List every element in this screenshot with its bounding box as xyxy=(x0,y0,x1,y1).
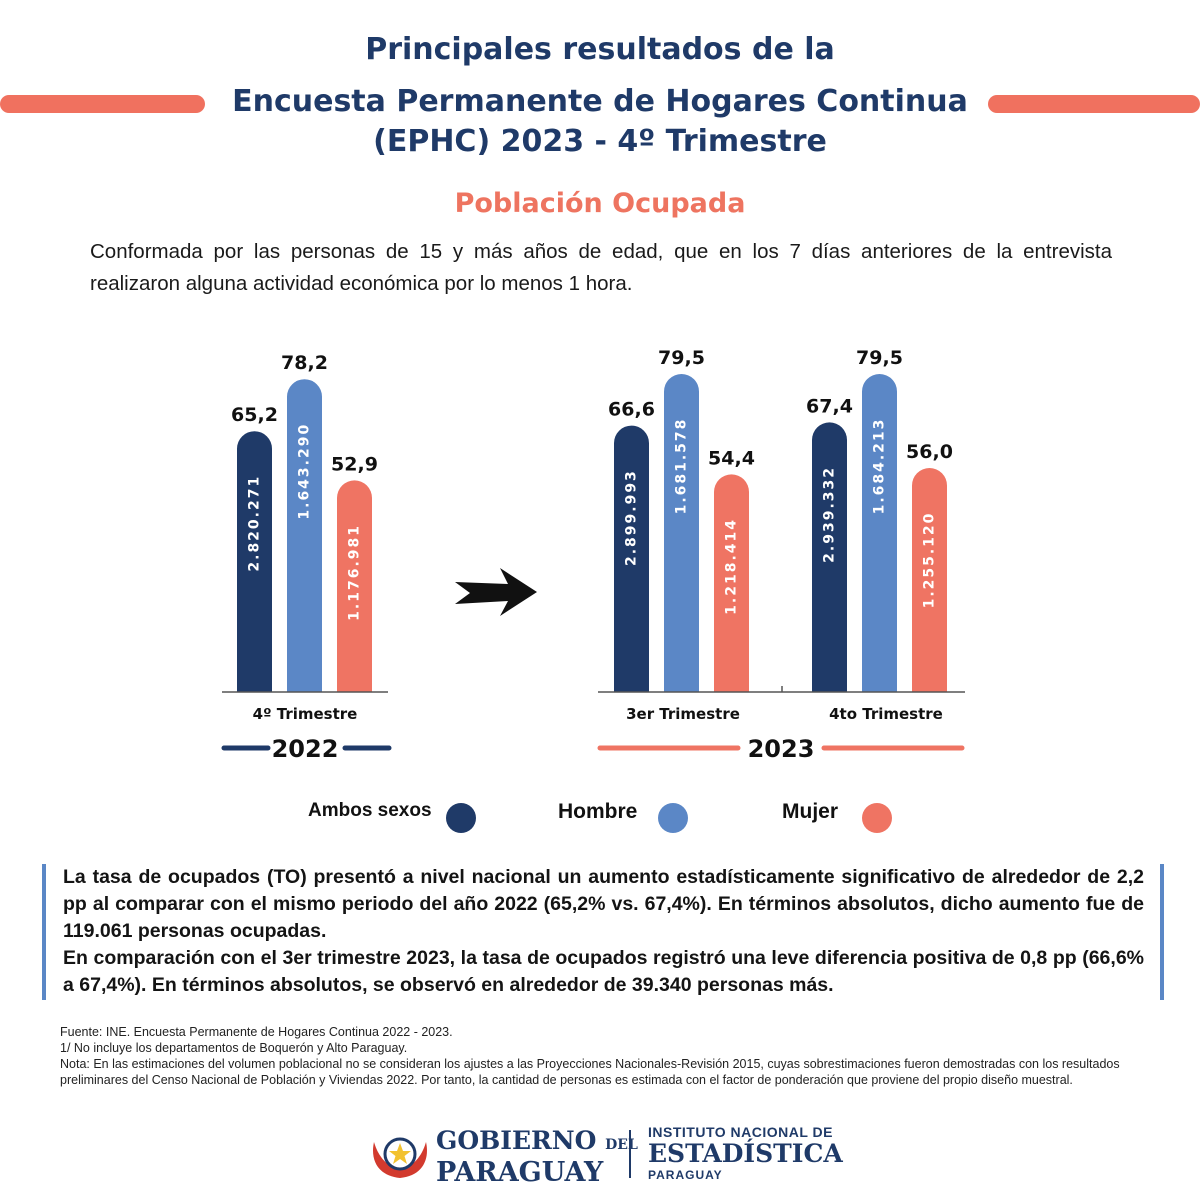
legend-label-ambos: Ambos sexos xyxy=(308,800,432,821)
category-label: 3er Trimestre xyxy=(626,705,740,723)
count-label-mujer-1: 1.218.414 xyxy=(724,518,740,615)
footnote-1: 1/ No incluye los departamentos de Boque… xyxy=(60,1041,408,1055)
value-label-hombre-0: 78,2 xyxy=(281,352,328,374)
bar-mujer-1 xyxy=(714,474,749,692)
section-subtitle: Población Ocupada xyxy=(454,188,746,219)
bar-ambos-0 xyxy=(237,431,272,692)
category-label: 4to Trimestre xyxy=(829,705,943,723)
legend-label-hombre: Hombre xyxy=(558,800,638,823)
right-arrow-icon xyxy=(455,568,537,616)
count-label-ambos-1: 2.899.993 xyxy=(624,469,640,566)
value-label-mujer-1: 54,4 xyxy=(708,447,755,469)
source-note: Fuente: INE. Encuesta Permanente de Hoga… xyxy=(60,1025,453,1039)
summary-paragraph-2: En comparación con el 3er trimestre 2023… xyxy=(63,947,1144,996)
gob-line1: GOBIERNO xyxy=(436,1126,597,1155)
page-title-line3: (EPHC) 2023 - 4º Trimestre xyxy=(373,124,827,159)
category-label: 4º Trimestre xyxy=(253,705,358,723)
ine-line1: INSTITUTO NACIONAL DE xyxy=(648,1124,833,1140)
legend-label-mujer: Mujer xyxy=(782,800,839,823)
count-label-ambos-2: 2.939.332 xyxy=(822,466,838,563)
gob-line2: PARAGUAY xyxy=(436,1157,604,1188)
value-label-mujer-0: 52,9 xyxy=(331,453,378,475)
page-title-line2: Encuesta Permanente de Hogares Continua xyxy=(232,84,968,119)
legend-dot-ambos-icon xyxy=(446,803,476,833)
employment-bar-chart: 65,2 2.820.271 78,2 1.643.290 52,9 1.176.981 6… xyxy=(221,347,965,763)
count-label-mujer-0: 1.176.981 xyxy=(347,524,363,621)
value-label-ambos-0: 65,2 xyxy=(231,404,278,426)
count-label-hombre-2: 1.684.213 xyxy=(872,418,888,515)
count-label-hombre-0: 1.643.290 xyxy=(297,423,313,520)
ine-logo: INSTITUTO NACIONAL DE ESTADÍSTICA PARAGU… xyxy=(648,1124,843,1182)
value-label-mujer-2: 56,0 xyxy=(906,441,953,463)
value-label-hombre-1: 79,5 xyxy=(658,347,705,369)
legend-dot-hombre-icon xyxy=(658,803,688,833)
logo-divider xyxy=(629,1130,631,1178)
summary-paragraph-1: La tasa de ocupados (TO) presentó a nive… xyxy=(63,866,1144,942)
bar-hombre-0 xyxy=(287,379,322,692)
bar-mujer-2 xyxy=(912,468,947,692)
count-label-hombre-1: 1.681.578 xyxy=(674,418,690,515)
gobierno-logo: GOBIERNO DEL PARAGUAY xyxy=(436,1128,638,1188)
intro-definition: Conformada por las personas de 15 y más … xyxy=(90,240,1112,295)
value-label-ambos-2: 67,4 xyxy=(806,395,853,417)
year-label-2022: 2022 xyxy=(272,735,339,763)
ine-line2: ESTADÍSTICA xyxy=(648,1139,843,1168)
gob-del: DEL xyxy=(605,1137,638,1153)
count-label-ambos-0: 2.820.271 xyxy=(247,475,263,572)
summary-box: La tasa de ocupados (TO) presentó a nive… xyxy=(42,864,1164,1000)
title-decoration-left xyxy=(0,95,205,113)
bar-ambos-2 xyxy=(812,422,847,692)
bar-hombre-2 xyxy=(862,374,897,692)
value-label-hombre-2: 79,5 xyxy=(856,347,903,369)
count-label-mujer-2: 1.255.120 xyxy=(922,512,938,609)
bar-ambos-1 xyxy=(614,425,649,692)
footnotes: Fuente: INE. Encuesta Permanente de Hoga… xyxy=(60,1024,1140,1088)
value-label-ambos-1: 66,6 xyxy=(608,399,655,421)
bar-mujer-0 xyxy=(337,480,372,692)
year-label-2023: 2023 xyxy=(748,735,815,763)
bar-hombre-1 xyxy=(664,374,699,692)
page-title-line1: Principales resultados de la xyxy=(365,32,835,67)
ine-line3: PARAGUAY xyxy=(648,1168,723,1182)
title-decoration-right xyxy=(988,95,1200,113)
footnote-2: Nota: En las estimaciones del volumen po… xyxy=(60,1057,1120,1087)
legend-dot-mujer-icon xyxy=(862,803,892,833)
paraguay-seal-icon xyxy=(373,1137,427,1178)
